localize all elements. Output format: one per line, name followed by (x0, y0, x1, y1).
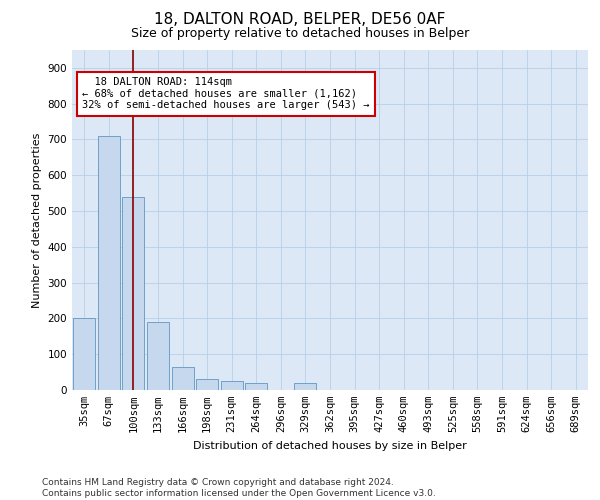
Bar (73, 318, 95, 390)
Bar (98, 136, 120, 390)
Bar (172, 366, 194, 390)
Bar (221, 381, 243, 390)
Bar (122, 196, 145, 390)
Text: 18, DALTON ROAD, BELPER, DE56 0AF: 18, DALTON ROAD, BELPER, DE56 0AF (154, 12, 446, 28)
Bar (295, 383, 316, 390)
Y-axis label: Number of detached properties: Number of detached properties (32, 132, 42, 308)
Text: Size of property relative to detached houses in Belper: Size of property relative to detached ho… (131, 28, 469, 40)
Text: 18 DALTON ROAD: 114sqm
← 68% of detached houses are smaller (1,162)
32% of semi-: 18 DALTON ROAD: 114sqm ← 68% of detached… (82, 77, 370, 110)
Bar (196, 380, 218, 390)
Bar (245, 383, 268, 390)
X-axis label: Distribution of detached houses by size in Belper: Distribution of detached houses by size … (193, 440, 467, 450)
Bar (147, 322, 169, 390)
Text: Contains HM Land Registry data © Crown copyright and database right 2024.
Contai: Contains HM Land Registry data © Crown c… (42, 478, 436, 498)
